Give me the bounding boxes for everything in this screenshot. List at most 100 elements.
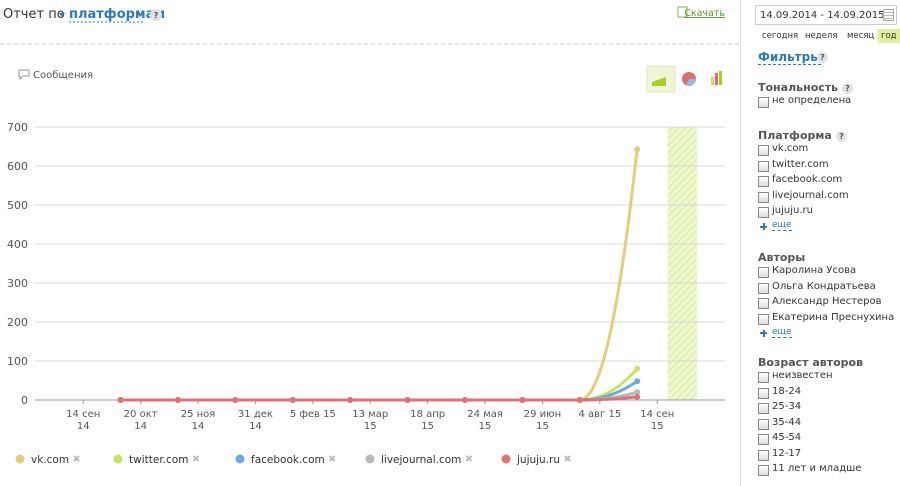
filter-option[interactable]: 45-54 bbox=[772, 432, 802, 443]
checkbox[interactable] bbox=[758, 267, 769, 278]
data-point bbox=[232, 397, 239, 403]
checkbox[interactable] bbox=[758, 372, 769, 383]
filter-option[interactable]: не определена bbox=[772, 95, 852, 106]
dropdown-arrow[interactable] bbox=[59, 13, 65, 17]
filter-option[interactable]: 12-17 bbox=[772, 447, 802, 459]
more-icon bbox=[760, 223, 767, 230]
checkbox[interactable] bbox=[758, 282, 769, 294]
data-point bbox=[174, 397, 181, 403]
legend-label[interactable]: twitter.com bbox=[129, 454, 188, 466]
x-tick-label: 31 дек bbox=[238, 409, 273, 420]
filter-option[interactable]: Ольга Кондратьева bbox=[772, 280, 876, 292]
legend-label[interactable]: vk.com bbox=[31, 454, 69, 466]
legend-remove[interactable] bbox=[465, 455, 473, 462]
checkbox[interactable] bbox=[758, 298, 769, 309]
legend-remove[interactable] bbox=[73, 455, 80, 462]
data-point bbox=[347, 397, 354, 403]
checkbox[interactable] bbox=[758, 434, 769, 445]
filters-title[interactable]: Фильтры bbox=[758, 50, 822, 65]
checkbox[interactable] bbox=[758, 387, 769, 399]
y-tick-label: 200 bbox=[7, 316, 28, 329]
series-line bbox=[119, 395, 639, 402]
bar-icon[interactable] bbox=[711, 77, 714, 85]
y-tick-label: 400 bbox=[7, 238, 28, 251]
x-tick-label: 24 мая bbox=[467, 409, 503, 420]
period-button[interactable]: месяц bbox=[847, 31, 875, 41]
series-line bbox=[119, 367, 639, 402]
filter-option[interactable]: vk.com bbox=[772, 143, 809, 154]
data-point bbox=[576, 397, 583, 403]
download-icon[interactable] bbox=[677, 6, 688, 18]
legend-label[interactable]: livejournal.com bbox=[381, 454, 461, 466]
x-tick-label: 15 bbox=[364, 421, 377, 432]
more-link[interactable]: еще bbox=[772, 220, 792, 231]
filter-option[interactable]: Каролина Усова bbox=[772, 265, 857, 276]
checkbox[interactable] bbox=[758, 207, 769, 218]
title-prefix: Отчет по bbox=[3, 7, 65, 22]
period-button[interactable]: неделя bbox=[805, 31, 838, 41]
download-link[interactable]: Скачать bbox=[684, 8, 725, 19]
legend-marker[interactable] bbox=[235, 454, 245, 464]
checkbox[interactable] bbox=[758, 145, 769, 156]
legend-marker[interactable] bbox=[15, 454, 25, 464]
filter-option[interactable]: twitter.com bbox=[772, 158, 829, 170]
calendar-icon[interactable] bbox=[883, 9, 894, 21]
x-tick-label: 14 сен bbox=[66, 409, 100, 420]
filter-option[interactable]: livejournal.com bbox=[772, 189, 849, 201]
data-point bbox=[117, 397, 124, 403]
x-tick-label: 5 фев 15 bbox=[290, 409, 336, 420]
x-tick-label: 14 bbox=[249, 421, 262, 432]
checkbox[interactable] bbox=[758, 449, 769, 461]
title-link[interactable]: платформам bbox=[69, 7, 165, 22]
data-point bbox=[461, 397, 468, 403]
legend-remove[interactable] bbox=[329, 455, 336, 462]
legend-marker[interactable] bbox=[113, 454, 123, 464]
filter-option[interactable]: Александр Нестеров bbox=[772, 296, 882, 307]
checkbox[interactable] bbox=[758, 418, 769, 430]
checkbox[interactable] bbox=[758, 176, 769, 187]
legend-marker[interactable] bbox=[365, 454, 375, 464]
data-point bbox=[634, 389, 641, 396]
x-tick-label: 14 bbox=[77, 421, 90, 432]
bar-icon bbox=[715, 73, 718, 85]
checkbox[interactable] bbox=[758, 97, 769, 108]
x-tick-label: 14 bbox=[192, 421, 205, 432]
x-tick-label: 25 ноя bbox=[181, 409, 216, 420]
legend-remove[interactable] bbox=[192, 455, 200, 462]
checkbox[interactable] bbox=[758, 160, 769, 172]
more-link[interactable]: еще bbox=[772, 326, 792, 338]
filter-option[interactable]: jujuju.ru bbox=[772, 205, 813, 216]
legend-label[interactable]: jujuju.ru bbox=[516, 454, 560, 466]
y-tick-label: 0 bbox=[21, 394, 28, 407]
x-tick-label: 20 окт bbox=[124, 409, 158, 420]
x-tick-label: 15 bbox=[421, 421, 434, 432]
messages-icon bbox=[18, 69, 30, 81]
filter-option[interactable]: facebook.com bbox=[772, 174, 843, 185]
period-button[interactable]: сегодня bbox=[762, 31, 799, 41]
checkbox[interactable] bbox=[758, 191, 769, 203]
filter-option[interactable]: 35-44 bbox=[772, 416, 802, 428]
section-title: Авторы bbox=[758, 251, 806, 264]
data-point bbox=[634, 393, 641, 400]
help-icon[interactable]: ? bbox=[842, 83, 853, 94]
filter-option[interactable]: 11 лет и младше bbox=[772, 463, 862, 474]
legend-remove[interactable] bbox=[564, 455, 571, 462]
x-tick-label: 4 авг 15 bbox=[578, 409, 621, 420]
filter-option[interactable]: неизвестен bbox=[772, 370, 833, 381]
help-icon[interactable]: ? bbox=[817, 52, 828, 63]
forecast-band bbox=[668, 127, 697, 400]
y-tick-label: 100 bbox=[7, 355, 28, 368]
help-icon[interactable]: ? bbox=[836, 131, 847, 142]
checkbox[interactable] bbox=[758, 403, 769, 414]
legend-label[interactable]: facebook.com bbox=[251, 454, 325, 466]
help-icon[interactable] bbox=[150, 9, 162, 21]
filter-option[interactable]: Екатерина Преснухина bbox=[772, 311, 895, 323]
filter-option[interactable]: 25-34 bbox=[772, 401, 802, 412]
period-button[interactable]: год bbox=[878, 29, 900, 43]
filter-option[interactable]: 18-24 bbox=[772, 385, 802, 397]
date-range[interactable]: 14.09.2014 - 14.09.2015 bbox=[755, 5, 897, 25]
legend-marker[interactable] bbox=[501, 454, 511, 464]
checkbox[interactable] bbox=[758, 313, 769, 325]
series-line bbox=[119, 379, 639, 402]
checkbox[interactable] bbox=[758, 465, 769, 476]
